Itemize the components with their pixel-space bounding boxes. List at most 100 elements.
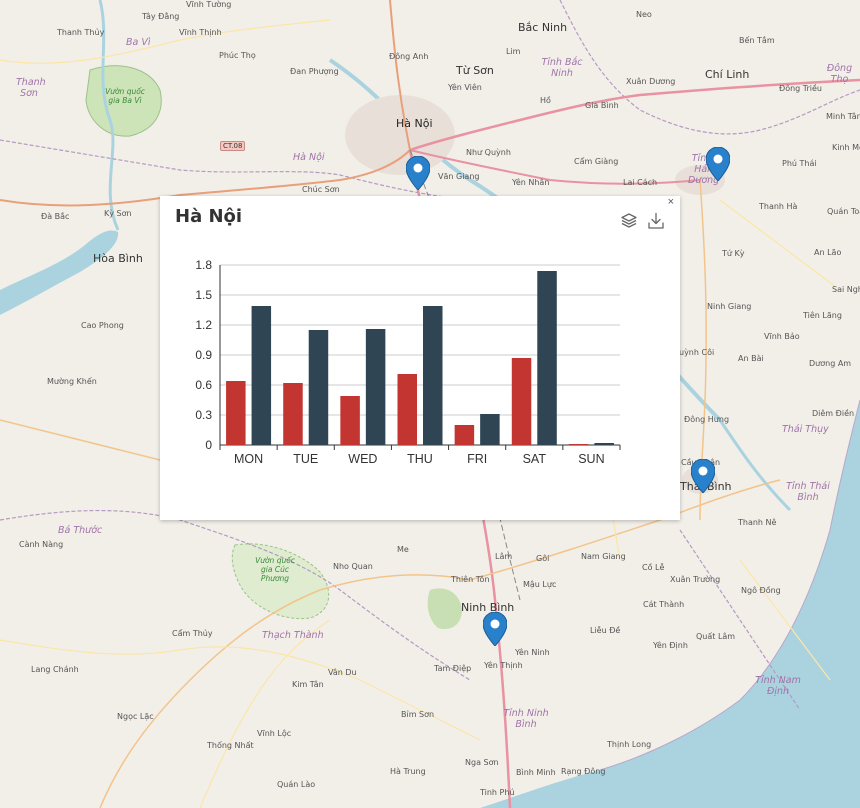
x-tick-label: SAT <box>523 452 547 466</box>
map-label: Vườn quốc gia Cúc Phương <box>255 556 295 583</box>
stack-icon[interactable] <box>620 212 638 230</box>
map-label: Ba Vì <box>126 37 151 48</box>
map-label: Sai Ngh <box>832 285 860 294</box>
map-label: Nga Sơn <box>465 758 499 767</box>
map-label: Bỉm Sơn <box>401 710 435 719</box>
x-tick-label: WED <box>348 452 377 466</box>
y-tick-label: 0.9 <box>195 348 212 362</box>
map-label: Vĩnh Thịnh <box>179 28 222 37</box>
map-label: Vân Du <box>328 668 357 677</box>
map-label: Yên Ninh <box>515 648 550 657</box>
map-label: An Lão <box>814 248 842 257</box>
map-label: Neo <box>636 10 652 19</box>
y-tick-label: 1.8 <box>195 258 212 272</box>
bar-series-2 <box>480 414 500 445</box>
map-label: Thiên Tôn <box>451 575 490 584</box>
map-popup: Hà Nội × 0 0.3 0.6 0.9 1.2 1.5 1.8 MON TUE WED THU… <box>160 196 680 520</box>
map-label: Thái Thụy <box>782 424 829 435</box>
map-label: Xuân Dương <box>626 77 676 86</box>
map-label: Tỉnh Hải Dương <box>688 153 720 186</box>
map-label: Yên Nhân <box>512 178 550 187</box>
map-label: An Bài <box>738 354 764 363</box>
map-label: Kinh Môn <box>832 143 860 152</box>
map-label: Rạng Đông <box>561 767 606 776</box>
y-tick-label: 0 <box>205 438 212 452</box>
y-tick-label: 1.2 <box>195 318 212 332</box>
x-tick-label: SUN <box>578 452 604 466</box>
map-label: Thạch Thành <box>262 630 324 641</box>
map-label: Hòa Bình <box>93 252 143 265</box>
map-label: uỳnh Côi <box>679 348 715 357</box>
map-label: Nam Giang <box>581 552 626 561</box>
map-marker-pin-icon[interactable] <box>691 459 715 493</box>
map-label: Yên Thịnh <box>484 661 523 670</box>
bar-series-2 <box>251 306 272 445</box>
map-label: Đông Anh <box>389 52 429 61</box>
map-label: Vĩnh Bảo <box>764 332 800 341</box>
x-tick-label: MON <box>234 452 263 466</box>
map-label: Hà Nội <box>396 117 433 130</box>
map-label: Tây Đằng <box>142 12 180 21</box>
map-label: Gôi <box>536 554 550 563</box>
map-label: Cẩm Giàng <box>574 157 619 166</box>
map-marker-pin-icon[interactable] <box>483 612 507 646</box>
map-label: Tỉnh Ninh Bình <box>503 708 549 730</box>
map-label: Tiên Lãng <box>803 311 842 320</box>
map-label: Thịnh Long <box>607 740 652 749</box>
map-label: Tỉnh Nam Định <box>755 675 801 697</box>
map-label: Hà Nội <box>293 152 325 163</box>
map-label: Cồ Lễ <box>642 563 665 572</box>
bar-series-1 <box>568 444 589 445</box>
map-label: Bắc Ninh <box>518 21 568 34</box>
road-shield: CT.08 <box>220 141 246 151</box>
map-label: Cẩm Thủy <box>172 629 213 638</box>
map-label: Bá Thước <box>58 525 103 536</box>
x-tick-label: FRI <box>467 452 487 466</box>
y-tick-label: 0.3 <box>195 408 212 422</box>
bar-series-2 <box>308 330 329 445</box>
bar-series-2 <box>423 306 443 445</box>
map-marker-pin-icon[interactable] <box>406 156 430 190</box>
map-label: Nho Quan <box>333 562 373 571</box>
map-label: Phúc Thọ <box>219 51 256 60</box>
map-label: Diêm Điền <box>812 409 855 418</box>
map-label: Chí Linh <box>705 68 750 81</box>
map-label: Lâm <box>495 552 513 561</box>
map-label: Quán Lào <box>277 780 316 789</box>
map-label: Me <box>397 545 409 554</box>
map-label: Kỳ Sơn <box>104 209 132 218</box>
map-label: Bến Tắm <box>739 36 775 45</box>
map-label: Minh Tân <box>826 112 860 121</box>
map-label: Như Quỳnh <box>466 148 511 157</box>
map-label: Quất Lâm <box>696 632 736 641</box>
map-label: Văn Giang <box>438 172 480 181</box>
map-label: Đông Hưng <box>684 415 730 424</box>
map-label: Thanh Sơn <box>16 77 46 99</box>
map-label: Hà Trung <box>390 767 426 776</box>
y-tick-label: 1.5 <box>195 288 212 302</box>
map-label: Tứ Kỳ <box>722 249 745 258</box>
map-label: Ngọc Lặc <box>117 712 154 721</box>
map-label: Đà Bắc <box>41 212 70 221</box>
map-label: Tỉnh Bắc Ninh <box>541 57 583 79</box>
bar-series-2 <box>594 443 614 445</box>
bar-series-1 <box>397 374 417 445</box>
bar-series-1 <box>226 381 246 445</box>
map-marker-pin-icon[interactable] <box>706 147 730 181</box>
map-label: Vĩnh Tường <box>186 0 232 9</box>
map-label: Thanh Thủy <box>57 28 105 37</box>
map-label: Vườn quốc gia Ba Vì <box>105 87 145 105</box>
close-icon[interactable]: × <box>667 196 674 208</box>
map-label: Tỉnh Thái Bình <box>786 481 830 503</box>
download-icon[interactable] <box>647 212 665 230</box>
popup-title: Hà Nội <box>175 206 243 227</box>
x-tick-label: TUE <box>293 452 318 466</box>
map-label: Quán Toan <box>827 207 860 216</box>
map-label: Thanh Hà <box>759 202 798 211</box>
map-label: Hồ <box>540 96 551 105</box>
map-label: Kim Tân <box>292 680 324 689</box>
map-label: Lim <box>506 47 521 56</box>
map-label: Cao Phong <box>81 321 124 330</box>
map-label: Liễu Đề <box>590 626 621 635</box>
bar-series-2 <box>537 271 557 445</box>
